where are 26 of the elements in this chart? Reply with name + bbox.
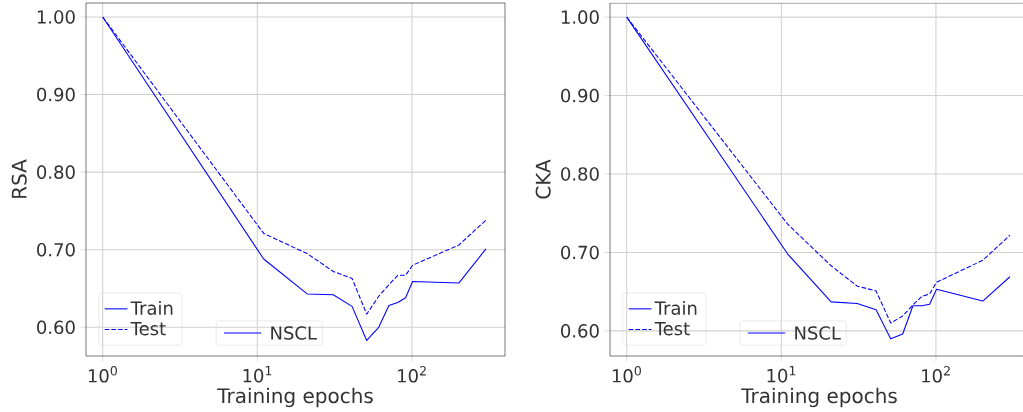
y-tick-label: 0.90 [37, 87, 75, 102]
x-tick-label: 10$^{1}$ [767, 366, 796, 383]
y-tick-label: 1.00 [37, 10, 75, 24]
y-tick-label: 0.80 [37, 165, 75, 179]
legend-label: Train [130, 301, 173, 315]
legend-title: NSCL [795, 326, 841, 340]
x-tick-label: 10$^{1}$ [243, 366, 272, 383]
x-axis-title: Training epochs [217, 387, 373, 408]
legend-label: Train [654, 301, 697, 315]
x-tick-label: 10$^{0}$ [612, 366, 641, 383]
y-tick-label: 0.90 [561, 88, 599, 103]
y-tick-label: 0.80 [561, 167, 599, 181]
y-tick-label: 1.00 [561, 10, 599, 24]
x-tick-label: 10$^{2}$ [398, 366, 426, 383]
legend-label: Test [654, 322, 690, 336]
x-tick-label: 10$^{0}$ [88, 366, 117, 383]
y-tick-label: 0.60 [37, 320, 75, 335]
y-axis-title: RSA [11, 159, 27, 198]
y-tick-label: 0.70 [561, 245, 599, 260]
y-tick-label: 0.70 [37, 242, 75, 257]
x-tick-label: 10$^{2}$ [922, 366, 950, 383]
y-tick-label: 0.60 [561, 324, 599, 338]
legend-label: Test [130, 322, 166, 336]
x-axis-title: Training epochs [741, 387, 897, 408]
legend-title: NSCL [271, 326, 317, 340]
y-axis-title: CKA [535, 159, 551, 199]
